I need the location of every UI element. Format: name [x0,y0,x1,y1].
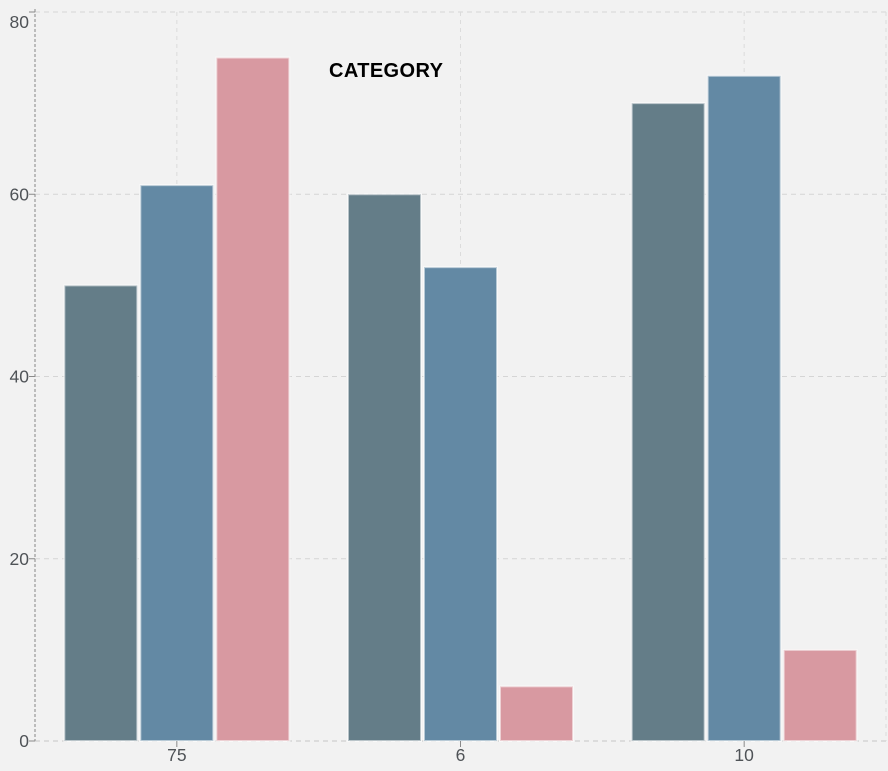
bar [139,184,215,742]
x-tick-label: 10 [734,745,754,765]
x-tick-label: 6 [456,745,466,765]
bar [423,266,498,742]
y-tick-label: 80 [10,12,30,32]
bar [499,685,574,743]
y-tick-label: 40 [10,367,30,387]
bar [347,193,422,742]
bar [782,648,858,742]
y-tick-label: 20 [10,549,30,569]
bar [63,284,139,742]
bar [630,102,706,742]
y-tick-label: 0 [19,731,29,751]
y-tick-label: 60 [10,184,30,204]
chart-annotation: CATEGORY [329,60,444,82]
bar [215,56,291,742]
bar [706,74,782,743]
x-tick-label: 75 [167,745,186,765]
